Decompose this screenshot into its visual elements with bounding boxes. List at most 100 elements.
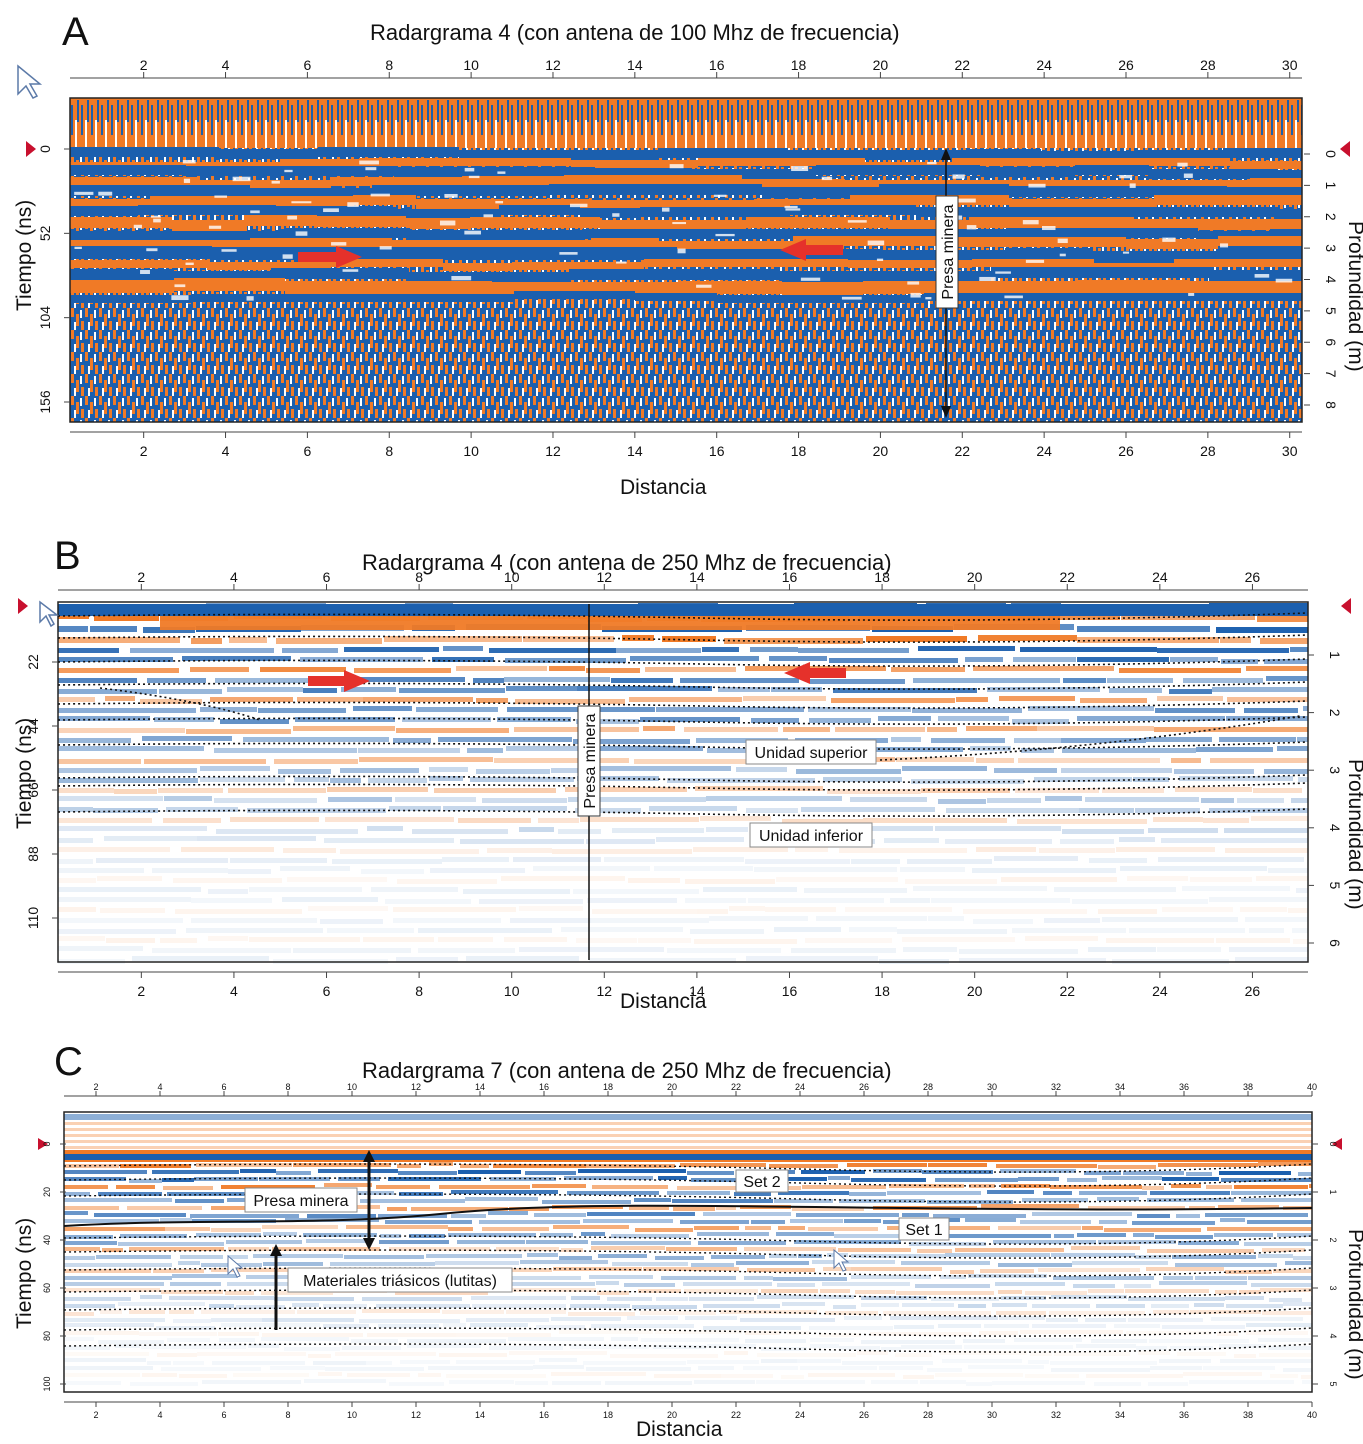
y-tick-label: 1 [1328,1189,1338,1194]
dam-label: Presa minera [582,713,599,808]
x-tick-label: 24 [795,1082,805,1092]
x-tick-label: 4 [222,57,230,73]
x-tick-label: 12 [597,569,613,585]
y-tick-label: 60 [42,1283,52,1293]
x-tick-label: 24 [1152,983,1168,999]
x-tick-label: 28 [923,1410,933,1420]
y-tick-label: 2 [1323,213,1339,221]
y-tick-label: 40 [42,1235,52,1245]
x-tick-label: 26 [1118,443,1134,459]
x-tick-label: 16 [782,983,798,999]
red-arrow-right-icon [308,670,370,692]
radargram-plot: Presa minera Unidad superior Unidad infe… [18,569,1351,999]
x-axis-label: Distancia [636,1418,723,1441]
x-tick-label: 16 [539,1082,549,1092]
x-tick-label: 4 [157,1410,162,1420]
surface-marker-right-icon [1332,1138,1342,1150]
x-tick-label: 24 [1152,569,1168,585]
y-tick-label: 4 [1328,1333,1338,1338]
x-tick-label: 6 [221,1410,226,1420]
panel-title: Radargrama 4 (con antena de 250 Mhz de f… [362,550,892,575]
materials-label: Materiales triásicos (lutitas) [303,1273,497,1290]
y-tick-label: 5 [1328,1381,1338,1386]
x-tick-label: 10 [463,57,479,73]
y-tick-label: 3 [1327,766,1343,774]
panel-letter: B [54,534,81,578]
x-tick-label: 10 [347,1410,357,1420]
y-tick-label: 6 [1327,939,1343,947]
x-tick-label: 8 [285,1082,290,1092]
y-tick-label: 5 [1323,307,1339,315]
x-axis-label: Distancia [620,476,707,499]
dam-label: Presa minera [940,204,957,299]
x-tick-label: 6 [221,1082,226,1092]
x-tick-label: 14 [689,569,705,585]
x-tick-label: 20 [967,569,983,585]
x-tick-label: 26 [1245,983,1261,999]
x-tick-label: 16 [782,569,798,585]
x-tick-label: 28 [1200,443,1216,459]
x-tick-label: 22 [1059,983,1075,999]
y-tick-label: 20 [42,1187,52,1197]
y-tick-label: 52 [37,225,53,241]
x-tick-label: 30 [987,1410,997,1420]
y-tick-label: 4 [1327,824,1343,832]
panel-letter: A [62,10,89,54]
set1-label: Set 1 [905,1222,942,1239]
unit-lower-label: Unidad inferior [759,828,864,845]
x-tick-label: 8 [385,57,393,73]
y-tick-label: 44 [25,718,41,734]
y-tick-label: 5 [1327,882,1343,890]
x-tick-label: 10 [347,1082,357,1092]
x-tick-label: 6 [303,57,311,73]
y-tick-label: 22 [25,654,41,670]
x-tick-label: 30 [1282,57,1298,73]
x-tick-label: 6 [323,983,331,999]
x-tick-label: 28 [923,1082,933,1092]
x-tick-label: 22 [954,443,970,459]
y-tick-label: 0 [1328,1141,1338,1146]
cursor-icon [227,1254,244,1278]
surface-marker-left-icon [26,141,36,157]
cursor-icon [833,1248,850,1272]
x-tick-label: 22 [954,57,970,73]
x-tick-label: 2 [140,443,148,459]
radargram-plot: Presa minera Set 2 Set 1 Materiales triá… [38,1082,1342,1420]
y-tick-label: 2 [1327,709,1343,717]
x-tick-label: 18 [603,1410,613,1420]
x-tick-label: 14 [689,983,705,999]
panel-c: C Radargrama 7 (con antena de 250 Mhz de… [0,1030,1363,1444]
x-tick-label: 40 [1307,1082,1317,1092]
panel-a: A Radargrama 4 (con antena de 100 Mhz de… [0,0,1363,510]
reflector-bands [58,603,1308,964]
x-tick-label: 32 [1051,1410,1061,1420]
y-tick-label: 4 [1323,276,1339,284]
x-tick-label: 10 [504,569,520,585]
x-tick-label: 26 [1118,57,1134,73]
cursor-icon [17,64,43,99]
x-tick-label: 8 [415,983,423,999]
x-tick-label: 34 [1115,1082,1125,1092]
x-tick-label: 22 [1059,569,1075,585]
x-tick-label: 22 [731,1082,741,1092]
x-tick-label: 4 [222,443,230,459]
y-tick-label: 7 [1323,370,1339,378]
panel-title: Radargrama 4 (con antena de 100 Mhz de f… [370,20,900,45]
x-tick-label: 36 [1179,1082,1189,1092]
y-tick-label: 1 [1327,651,1343,659]
x-tick-label: 2 [140,57,148,73]
y-tick-label: 66 [25,782,41,798]
set2-label: Set 2 [743,1174,780,1191]
x-tick-label: 20 [667,1410,677,1420]
x-tick-label: 10 [504,983,520,999]
interpreted-horizons [57,612,1309,817]
x-tick-label: 14 [627,57,643,73]
x-tick-label: 30 [987,1082,997,1092]
x-tick-label: 2 [93,1410,98,1420]
x-tick-label: 34 [1115,1410,1125,1420]
x-tick-label: 38 [1243,1082,1253,1092]
x-tick-label: 18 [603,1082,613,1092]
y-tick-label: 80 [42,1331,52,1341]
y-tick-label: 110 [25,907,41,930]
y-tick-label: 8 [1323,401,1339,409]
